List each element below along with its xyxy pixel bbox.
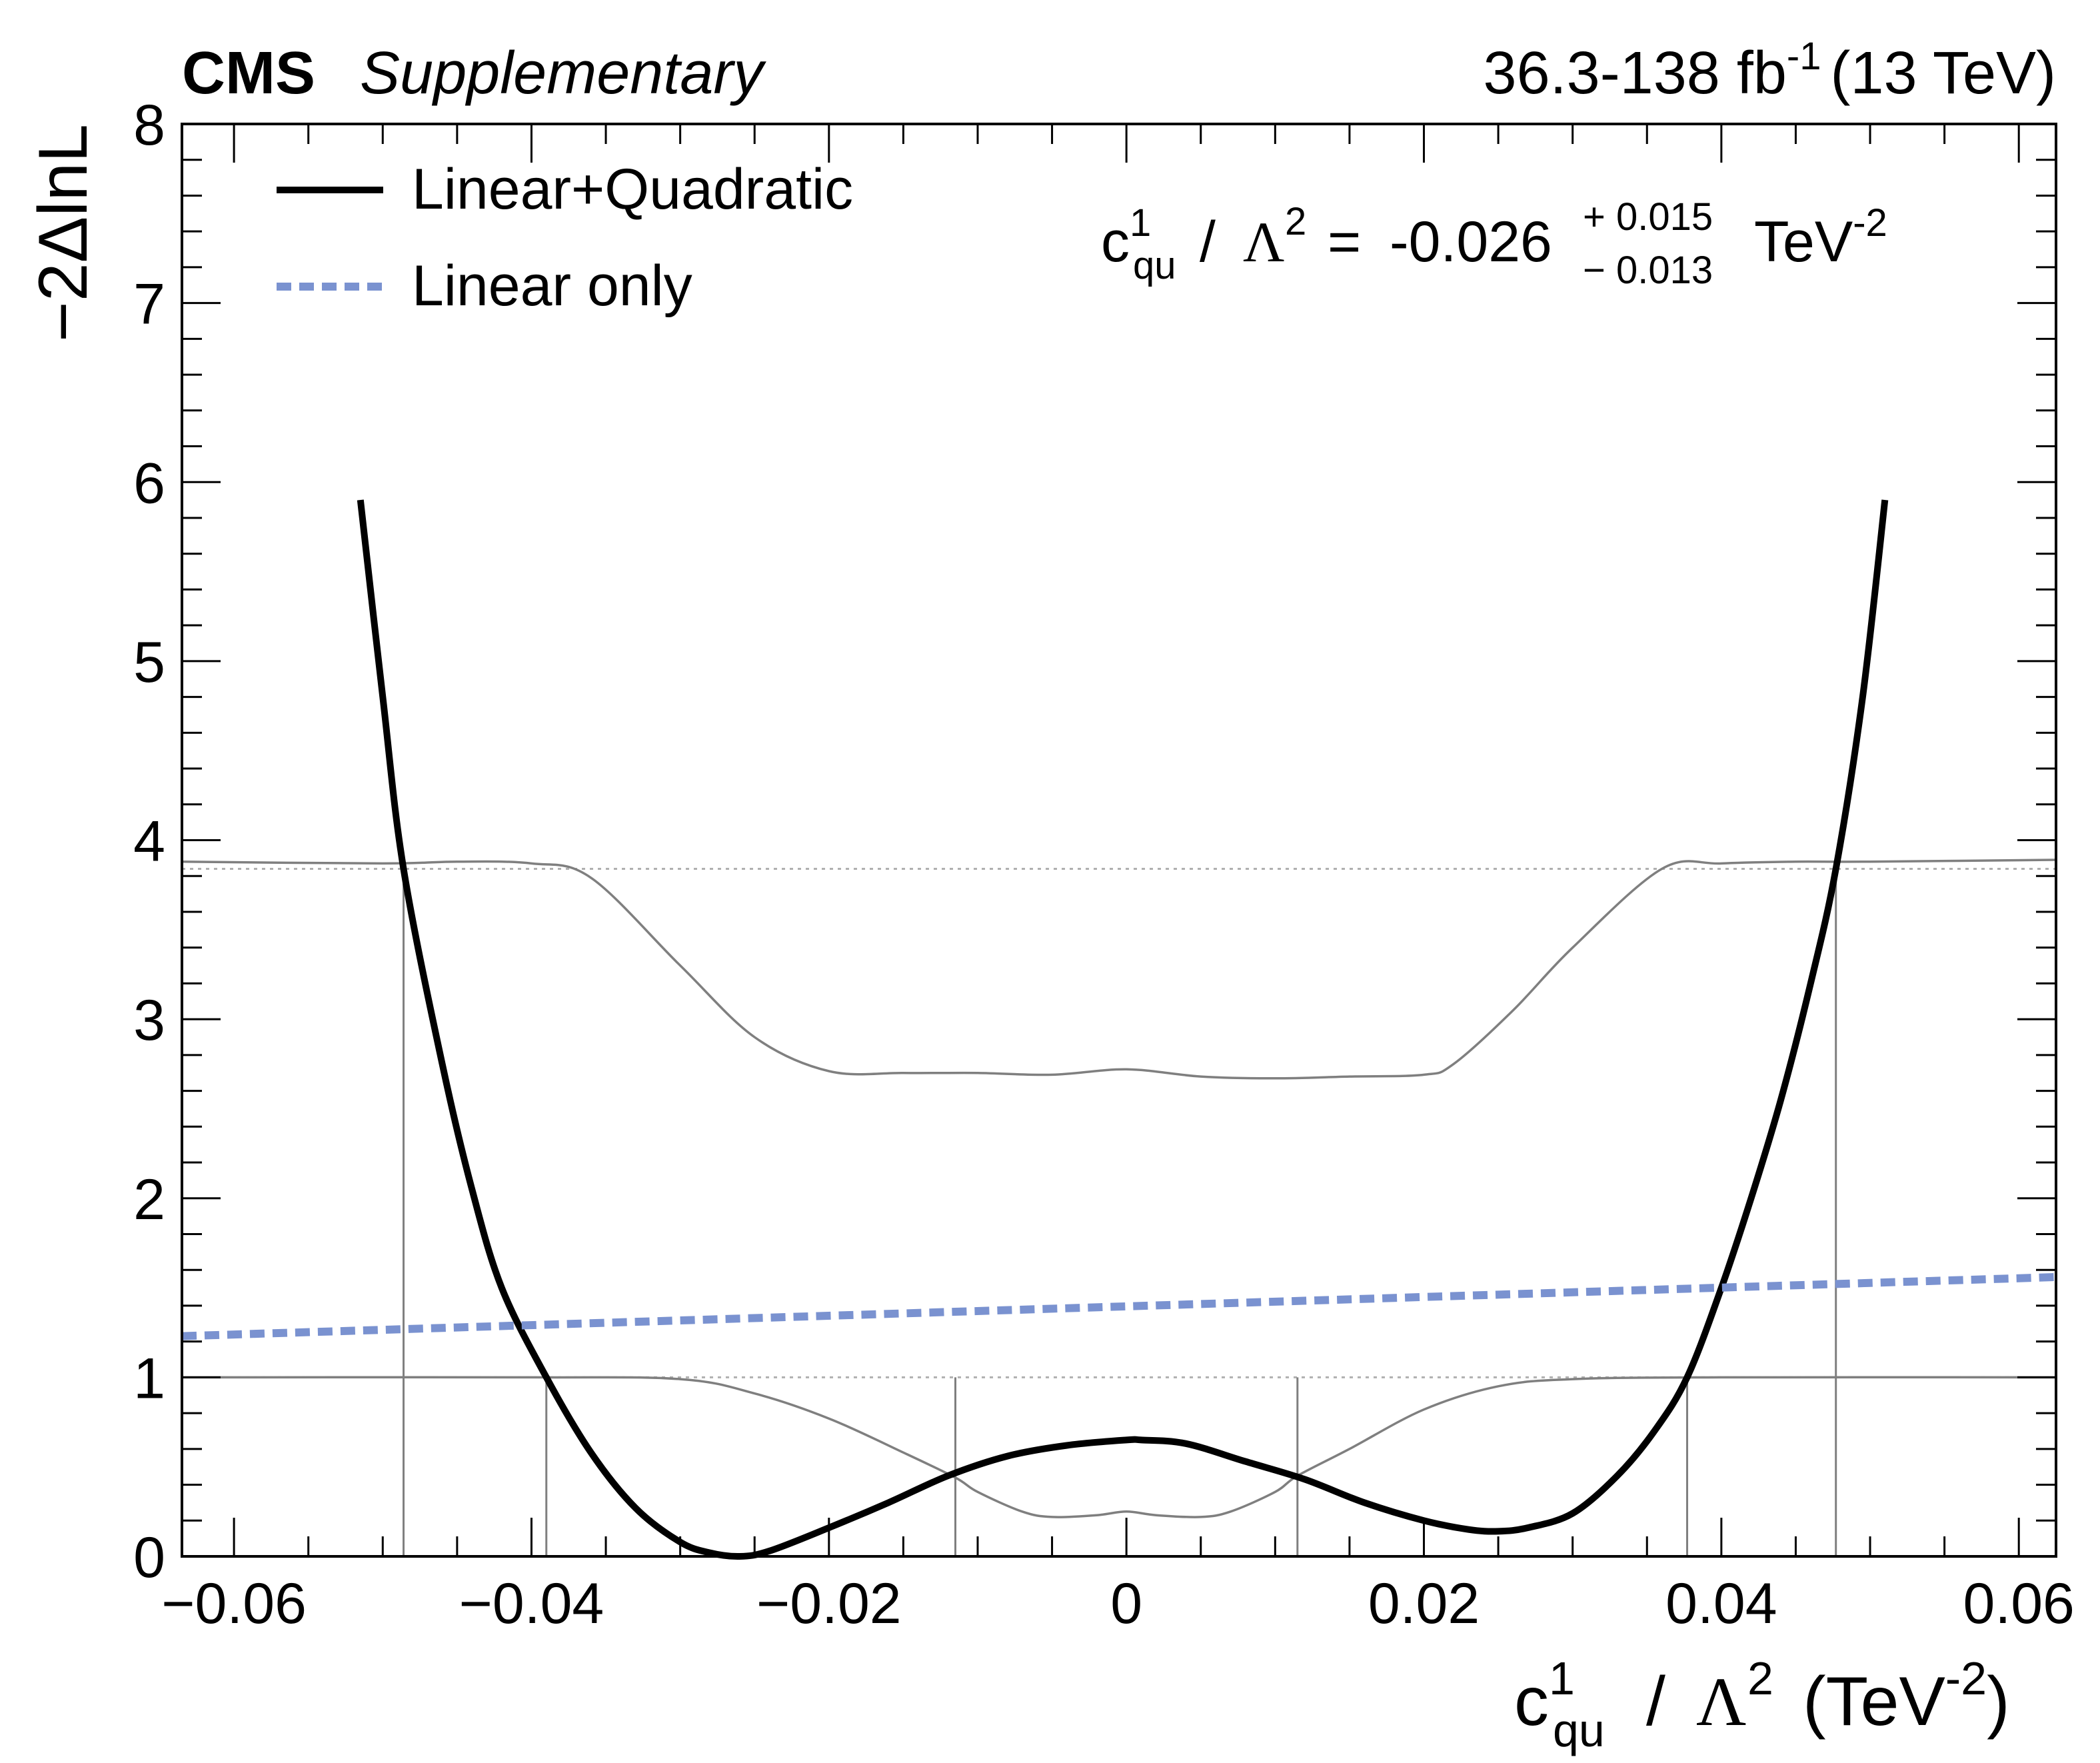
bestfit-lambda-exp: 2 — [1285, 200, 1306, 243]
plot-frame — [181, 123, 2057, 1558]
x-tick-label: 0.02 — [1368, 1572, 1480, 1636]
bestfit-error-down: − 0.013 — [1583, 249, 1713, 292]
bestfit-unit-text: TeV — [1754, 210, 1853, 274]
y-tick-label: 7 — [133, 273, 165, 337]
y-tick-label: 2 — [133, 1168, 165, 1232]
x-tick-label: 0 — [1110, 1572, 1142, 1636]
bestfit-slash: / — [1200, 210, 1216, 274]
bestfit-equals: = — [1328, 210, 1361, 274]
x-title-c-sup: 1 — [1549, 1652, 1575, 1704]
band-curve-2 — [181, 859, 2057, 1080]
best-fit-annotation: c1 qu / Λ 2 = -0.026 + 0.015 − 0.013 TeV-… — [1101, 195, 1887, 292]
x-title-unit-exp: -2 — [1945, 1652, 1987, 1704]
energy-label: (13 TeV) — [1830, 40, 2056, 107]
cms-label: CMS — [182, 40, 315, 107]
bestfit-unit: TeV-2 — [1754, 201, 1887, 274]
legend: Linear+Quadratic Linear only — [277, 157, 853, 318]
bestfit-c: c — [1101, 210, 1130, 274]
y-tick-label: 1 — [133, 1346, 165, 1410]
band-curves — [181, 859, 2057, 1518]
y-tick-label: 8 — [133, 93, 165, 157]
x-tick-label: −0.04 — [459, 1572, 604, 1636]
x-title-c: c — [1514, 1663, 1549, 1740]
x-axis-title: c1 qu / Λ 2 (TeV-2) — [1514, 1652, 2010, 1756]
bestfit-unit-exp: -2 — [1853, 201, 1887, 245]
x-title-c-sub: qu — [1553, 1704, 1605, 1756]
y-tick-label: 3 — [133, 988, 165, 1052]
y-axis-title: −2ΔlnL — [25, 124, 102, 342]
x-title-unit-open: (TeV — [1803, 1663, 1945, 1740]
lumi-label: 36.3-138 fb-1 (13 TeV) — [1484, 35, 2056, 107]
x-title-slash: / — [1646, 1663, 1665, 1740]
x-title-unit-close: ) — [1987, 1663, 2010, 1740]
lumi-value: 36.3-138 fb — [1484, 40, 1787, 107]
interval-drop-lines — [403, 869, 1837, 1556]
bestfit-lambda: Λ — [1243, 210, 1284, 274]
bestfit-c-sup: 1 — [1130, 201, 1151, 245]
bestfit-error-up: + 0.015 — [1583, 195, 1713, 239]
axis-tick-labels: −0.06 −0.04 −0.02 0 0.02 0.04 0.06 0 1 2 3 4 5 6 7 8 — [133, 93, 2075, 1636]
x-title-unit: (TeV-2) — [1803, 1652, 2010, 1740]
bestfit-c-sub: qu — [1133, 244, 1176, 287]
x-tick-label: 0.04 — [1665, 1572, 1777, 1636]
lumi-exponent: -1 — [1787, 35, 1821, 78]
x-title-lambda: Λ — [1696, 1664, 1746, 1740]
axis-ticks — [182, 123, 2056, 1558]
legend-label-quadratic: Linear+Quadratic — [412, 157, 853, 221]
band-curve-3 — [181, 1376, 2057, 1518]
legend-label-linear: Linear only — [412, 254, 692, 318]
bestfit-coefficient: c1 qu — [1101, 201, 1176, 287]
bestfit-value: -0.026 — [1390, 210, 1552, 274]
main-curves — [181, 499, 2057, 1560]
y-tick-label: 4 — [133, 810, 165, 874]
x-tick-label: 0.06 — [1963, 1572, 2075, 1636]
x-title-lambda-exp: 2 — [1747, 1652, 1773, 1704]
y-tick-label: 6 — [133, 451, 165, 515]
x-tick-label: −0.02 — [756, 1572, 902, 1636]
x-title-coefficient: c1 qu — [1514, 1652, 1605, 1756]
supplementary-label: Supplementary — [360, 40, 766, 107]
series-linear-only — [181, 1272, 2057, 1340]
series-linear-quadratic — [357, 499, 1889, 1560]
y-tick-label: 5 — [133, 631, 165, 695]
y-tick-label: 0 — [133, 1526, 165, 1590]
x-tick-label: −0.06 — [161, 1572, 307, 1636]
